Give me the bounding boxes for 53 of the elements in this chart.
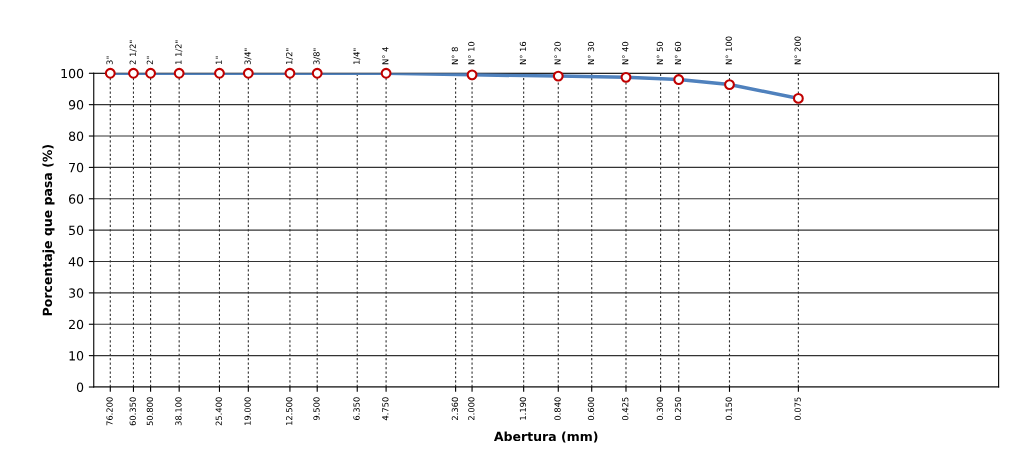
annotation: 3" (106, 56, 113, 65)
x-tick-label: 0.075 (794, 397, 801, 421)
x-tick-label: 6.350 (353, 397, 360, 421)
ref-line-label: N° 100 (725, 36, 732, 65)
ref-line-label: N° 40 (622, 41, 629, 65)
x-tick-label: 19.000 (244, 397, 251, 425)
x-tick-label: 2.000 (468, 397, 475, 420)
annotation: 1 1/2" (175, 40, 183, 65)
y-tick-label: 20 (69, 319, 84, 330)
x-tick-label: 1.190 (519, 397, 527, 420)
x-tick-label: 0.250 (674, 397, 682, 421)
y-tick-label: 90 (68, 100, 84, 110)
x-tick-label: 2.360 (451, 397, 459, 420)
x-tick-label: 12.500 (286, 397, 293, 425)
x-tick-label: 25.400 (215, 397, 222, 426)
ref-line-label: N° 20 (554, 41, 561, 65)
x-tick-label: 0.840 (554, 397, 561, 421)
y-tick-label: 60 (68, 194, 84, 204)
ref-line-label: N° 16 (519, 41, 527, 65)
x-tick-label: 60.350 (129, 397, 136, 426)
x-axis-title: Abertura (mm) (493, 431, 598, 443)
x-tick-label: 76.200 (106, 397, 113, 426)
y-tick-label: 50 (69, 225, 84, 236)
annotation: 2" (146, 56, 153, 65)
annotation: 1" (215, 56, 222, 65)
y-axis-title: Porcentaje que pasa (%) (42, 144, 55, 316)
annotation: 3/8" (313, 48, 321, 65)
x-tick-label: 38.100 (175, 397, 182, 426)
annotation: 1/4" (353, 48, 361, 65)
y-tick-label: 10 (69, 351, 84, 361)
y-tick-label: 70 (69, 162, 84, 173)
x-tick-label: 9.500 (313, 397, 320, 421)
x-tick-label: 0.600 (587, 397, 595, 421)
ref-line-label: N° 10 (468, 41, 475, 65)
x-tick-label: 50.800 (146, 397, 153, 426)
y-tick-label: 30 (69, 288, 84, 298)
ref-line-label: N° 8 (451, 47, 459, 65)
annotation: 3/4" (244, 48, 252, 65)
ref-line-label: N° 60 (674, 41, 682, 65)
y-tick-label: 100 (61, 68, 84, 79)
y-tick-label: 80 (68, 131, 84, 141)
x-tick-label: 0.425 (622, 397, 629, 421)
x-tick-label: 4.750 (382, 397, 389, 421)
y-tick-label: 40 (68, 256, 84, 267)
ref-line-label: N° 30 (587, 41, 595, 65)
x-tick-label: 0.150 (725, 397, 732, 421)
ref-line-label: N° 4 (382, 47, 389, 65)
annotation: 2 1/2" (129, 40, 137, 65)
annotation: 1/2" (286, 48, 294, 65)
y-tick-label: 0 (76, 382, 84, 392)
ref-line-label: N° 50 (656, 41, 664, 65)
ref-line-label: N° 200 (794, 36, 801, 65)
x-tick-label: 0.300 (656, 397, 664, 421)
